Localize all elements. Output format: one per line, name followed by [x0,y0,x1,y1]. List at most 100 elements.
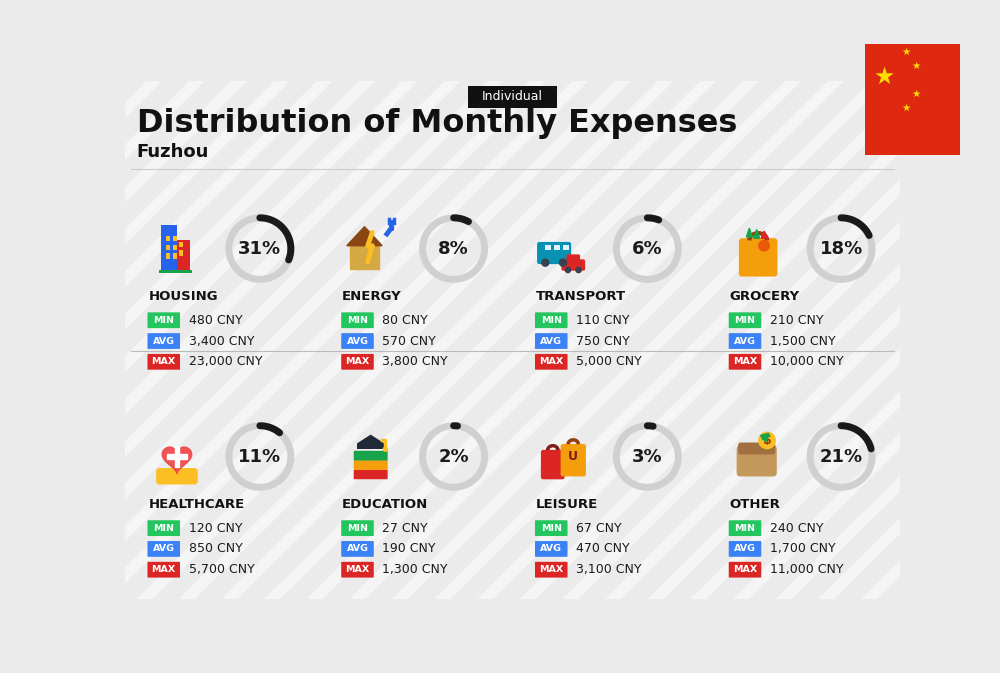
FancyBboxPatch shape [729,520,761,536]
FancyBboxPatch shape [566,254,580,262]
Text: 10,000 CNY: 10,000 CNY [770,355,843,368]
Text: AVG: AVG [734,544,756,553]
Text: 5,700 CNY: 5,700 CNY [189,563,254,576]
FancyBboxPatch shape [179,250,183,256]
Text: ★: ★ [911,89,920,99]
FancyBboxPatch shape [561,259,585,271]
FancyBboxPatch shape [561,444,586,476]
Text: 240 CNY: 240 CNY [770,522,823,534]
Text: 3,800 CNY: 3,800 CNY [382,355,448,368]
FancyBboxPatch shape [341,312,374,328]
Text: 2%: 2% [438,448,469,466]
FancyBboxPatch shape [179,242,183,247]
Text: AVG: AVG [153,544,175,553]
Text: Individual: Individual [482,90,543,104]
Text: 850 CNY: 850 CNY [189,542,242,555]
Text: 1,700 CNY: 1,700 CNY [770,542,835,555]
FancyBboxPatch shape [354,451,388,460]
FancyBboxPatch shape [341,520,374,536]
FancyBboxPatch shape [354,470,388,479]
FancyBboxPatch shape [729,354,761,369]
Polygon shape [746,228,752,237]
Text: ★: ★ [911,61,920,71]
Text: MIN: MIN [541,316,562,325]
Text: MAX: MAX [733,565,757,574]
Polygon shape [754,229,760,238]
Text: 21%: 21% [820,448,863,466]
FancyBboxPatch shape [535,520,568,536]
Text: AVG: AVG [153,336,175,345]
Text: ★: ★ [873,65,895,89]
Text: HOUSING: HOUSING [148,290,218,303]
Text: 5,000 CNY: 5,000 CNY [576,355,642,368]
Text: 23,000 CNY: 23,000 CNY [189,355,262,368]
Text: TRANSPORT: TRANSPORT [536,290,626,303]
FancyBboxPatch shape [535,312,568,328]
Text: MAX: MAX [539,357,563,366]
Circle shape [576,267,581,273]
FancyBboxPatch shape [147,354,180,369]
Text: GROCERY: GROCERY [730,290,800,303]
FancyBboxPatch shape [468,85,557,108]
FancyBboxPatch shape [166,253,170,258]
Polygon shape [350,246,379,269]
FancyBboxPatch shape [173,236,177,241]
FancyBboxPatch shape [147,520,180,536]
Text: Distribution of Monthly Expenses: Distribution of Monthly Expenses [137,108,737,139]
FancyBboxPatch shape [354,460,388,470]
FancyBboxPatch shape [729,312,761,328]
Text: 570 CNY: 570 CNY [382,334,436,347]
Polygon shape [167,454,187,459]
FancyBboxPatch shape [341,333,374,349]
Text: 27 CNY: 27 CNY [382,522,428,534]
FancyBboxPatch shape [166,236,170,241]
Text: 3,100 CNY: 3,100 CNY [576,563,642,576]
Text: MIN: MIN [347,316,368,325]
FancyBboxPatch shape [177,240,190,272]
FancyBboxPatch shape [341,354,374,369]
Text: 6%: 6% [632,240,663,258]
Text: MIN: MIN [734,524,756,532]
Circle shape [759,240,769,251]
FancyBboxPatch shape [535,333,568,349]
Circle shape [559,259,566,267]
Text: AVG: AVG [540,544,562,553]
FancyBboxPatch shape [729,562,761,577]
FancyBboxPatch shape [161,225,177,272]
FancyBboxPatch shape [729,333,761,349]
Text: HEALTHCARE: HEALTHCARE [148,498,244,511]
Text: 1,300 CNY: 1,300 CNY [382,563,448,576]
Text: MIN: MIN [347,524,368,532]
FancyBboxPatch shape [865,44,960,155]
Text: MIN: MIN [734,316,756,325]
Text: LEISURE: LEISURE [536,498,598,511]
Text: ENERGY: ENERGY [342,290,402,303]
Text: AVG: AVG [540,336,562,345]
Text: AVG: AVG [734,336,756,345]
FancyBboxPatch shape [357,444,384,449]
FancyBboxPatch shape [729,541,761,557]
Text: MAX: MAX [152,357,176,366]
FancyBboxPatch shape [147,333,180,349]
Text: MAX: MAX [152,565,176,574]
FancyBboxPatch shape [739,238,777,277]
Circle shape [383,447,387,452]
FancyBboxPatch shape [147,312,180,328]
Text: MAX: MAX [345,565,370,574]
Text: 18%: 18% [819,240,863,258]
Circle shape [759,432,775,449]
Text: AVG: AVG [347,336,368,345]
Text: 11%: 11% [238,448,281,466]
Text: 8%: 8% [438,240,469,258]
Text: Fuzhou: Fuzhou [137,143,209,162]
Polygon shape [761,231,768,238]
FancyBboxPatch shape [147,562,180,577]
Polygon shape [162,447,192,474]
Text: 3,400 CNY: 3,400 CNY [189,334,254,347]
FancyBboxPatch shape [737,446,777,476]
FancyBboxPatch shape [341,562,374,577]
Text: 80 CNY: 80 CNY [382,314,428,326]
FancyBboxPatch shape [173,244,177,250]
FancyBboxPatch shape [535,354,568,369]
Text: 67 CNY: 67 CNY [576,522,622,534]
